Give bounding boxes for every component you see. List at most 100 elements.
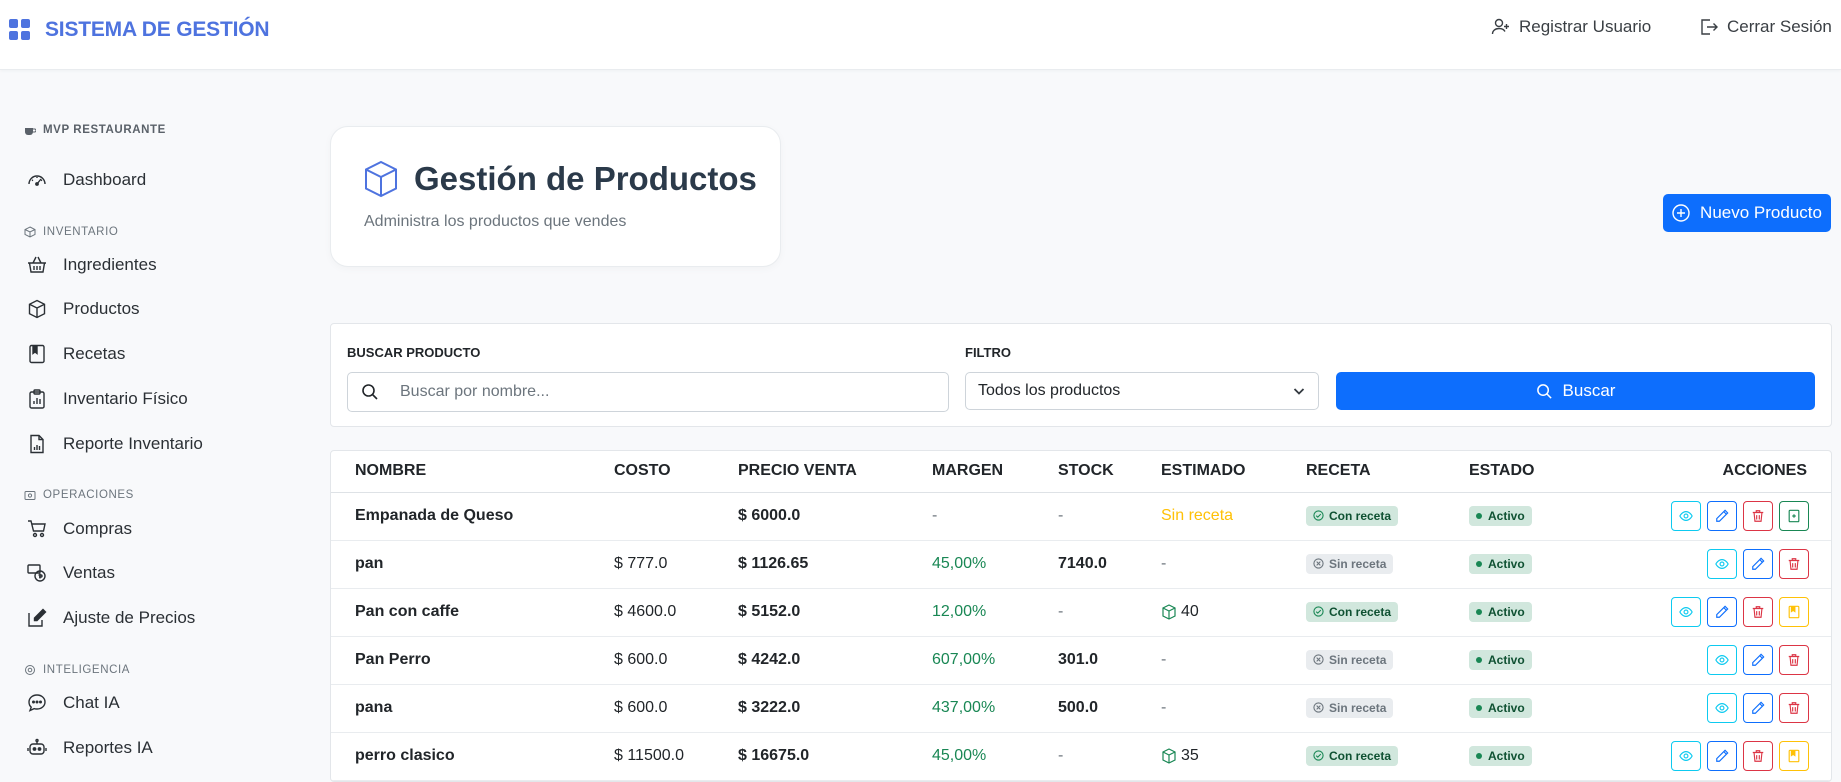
logout-icon [1699,17,1719,37]
status-badge: Activo [1469,746,1532,766]
sidebar-item-ingredientes[interactable]: Ingredientes [26,255,157,275]
sidebar-item-ajuste-precios[interactable]: Ajuste de Precios [26,608,195,628]
recipe-cell: Con receta [1306,588,1469,637]
sidebar-item-reporte-inventario[interactable]: Reporte Inventario [26,434,203,454]
edit-button[interactable] [1743,693,1773,723]
cash-coin-icon [26,563,48,583]
col-estado[interactable]: ESTADO [1469,451,1599,493]
product-estimate-cell: 40 [1161,588,1306,637]
col-nombre[interactable]: NOMBRE [331,451,614,493]
sidebar-item-label: Productos [63,299,140,318]
trash-icon [1787,653,1801,667]
recipe-badge-label: Sin receta [1329,700,1387,715]
sidebar-item-label: Reportes IA [63,738,153,757]
col-costo[interactable]: COSTO [614,451,738,493]
product-price: $ 3222.0 [738,684,932,733]
box-icon [26,299,48,319]
sidebar-section-label: MVP RESTAURANTE [43,124,166,136]
view-button[interactable] [1671,501,1701,531]
logout-link[interactable]: Cerrar Sesión [1699,17,1832,37]
view-button[interactable] [1671,597,1701,627]
new-product-button[interactable]: Nuevo Producto [1663,194,1831,232]
recipe-button[interactable] [1779,741,1809,771]
edit-button[interactable] [1743,645,1773,675]
product-margin: 437,00% [932,684,1058,733]
report-chart-icon [26,434,48,454]
sidebar-section-label: INVENTARIO [43,226,119,238]
register-user-link[interactable]: Registrar Usuario [1491,17,1651,37]
delete-button[interactable] [1743,501,1773,531]
status-badge: Activo [1469,650,1532,670]
col-receta[interactable]: RECETA [1306,451,1469,493]
sidebar-item-ventas[interactable]: Ventas [26,563,115,583]
search-button[interactable]: Buscar [1336,372,1815,410]
status-cell: Activo [1469,540,1599,589]
recipe-button[interactable] [1779,501,1809,531]
recipe-cell: Sin receta [1306,636,1469,685]
actions-cell [1599,684,1831,733]
table-row: perro clasico $ 11500.0 $ 16675.0 45,00%… [331,732,1831,781]
sidebar-item-dashboard[interactable]: Dashboard [26,170,146,190]
edit-button[interactable] [1707,597,1737,627]
sidebar-item-inventario-fisico[interactable]: Inventario Físico [26,389,188,409]
search-input[interactable] [400,373,940,411]
status-dot-icon [1476,513,1482,519]
product-name: perro clasico [331,732,614,781]
sidebar-item-productos[interactable]: Productos [26,299,140,319]
product-name: Empanada de Queso [331,492,614,541]
product-price: $ 5152.0 [738,588,932,637]
edit-button[interactable] [1743,549,1773,579]
view-button[interactable] [1671,741,1701,771]
actions-cell [1599,588,1831,637]
edit-button[interactable] [1707,741,1737,771]
search-label: BUSCAR PRODUCTO [347,345,481,360]
sidebar-item-label: Chat IA [63,693,120,712]
status-cell: Activo [1469,492,1599,541]
delete-button[interactable] [1779,693,1809,723]
sidebar-item-reportes-ia[interactable]: Reportes IA [26,738,153,758]
delete-button[interactable] [1779,549,1809,579]
col-stock[interactable]: STOCK [1058,451,1161,493]
pencil-icon [1751,653,1765,667]
sidebar-item-label: Ingredientes [63,255,157,274]
status-badge: Activo [1469,506,1532,526]
estimate-text: Sin receta [1161,507,1234,524]
recipe-badge-label: Sin receta [1329,556,1387,571]
delete-button[interactable] [1743,741,1773,771]
table-row: Pan Perro $ 600.0 $ 4242.0 607,00% 301.0… [331,636,1831,685]
x-circle-icon [1313,654,1324,665]
robot-icon [26,738,48,758]
edit-button[interactable] [1707,501,1737,531]
product-margin: 607,00% [932,636,1058,685]
brand[interactable]: SISTEMA DE GESTIÓN [9,18,270,42]
recipe-badge: Sin receta [1306,553,1394,574]
product-price: $ 16675.0 [738,732,932,781]
filter-select[interactable]: Todos los productos [965,372,1319,410]
check-circle-icon [1313,510,1324,521]
table-row: pan $ 777.0 $ 1126.65 45,00% 7140.0 - Si… [331,540,1831,589]
pencil-icon [1715,749,1729,763]
col-estimado[interactable]: ESTIMADO [1161,451,1306,493]
status-badge-label: Activo [1488,605,1525,619]
sidebar-item-compras[interactable]: Compras [26,519,132,539]
clipboard-icon [26,389,48,409]
delete-button[interactable] [1743,597,1773,627]
col-precio[interactable]: PRECIO VENTA [738,451,932,493]
recipe-button[interactable] [1779,597,1809,627]
search-field[interactable] [347,372,949,412]
product-price: $ 6000.0 [738,492,932,541]
delete-button[interactable] [1779,645,1809,675]
page-title: Gestión de Productos [414,160,757,197]
search-icon [361,383,379,401]
recipe-badge: Sin receta [1306,649,1394,670]
status-cell: Activo [1469,588,1599,637]
product-stock: - [1058,588,1161,637]
view-button[interactable] [1707,645,1737,675]
view-button[interactable] [1707,693,1737,723]
view-button[interactable] [1707,549,1737,579]
search-icon [1536,383,1553,400]
status-badge: Activo [1469,602,1532,622]
sidebar-item-recetas[interactable]: Recetas [26,344,125,364]
col-margen[interactable]: MARGEN [932,451,1058,493]
sidebar-item-chat-ia[interactable]: Chat IA [26,693,120,713]
